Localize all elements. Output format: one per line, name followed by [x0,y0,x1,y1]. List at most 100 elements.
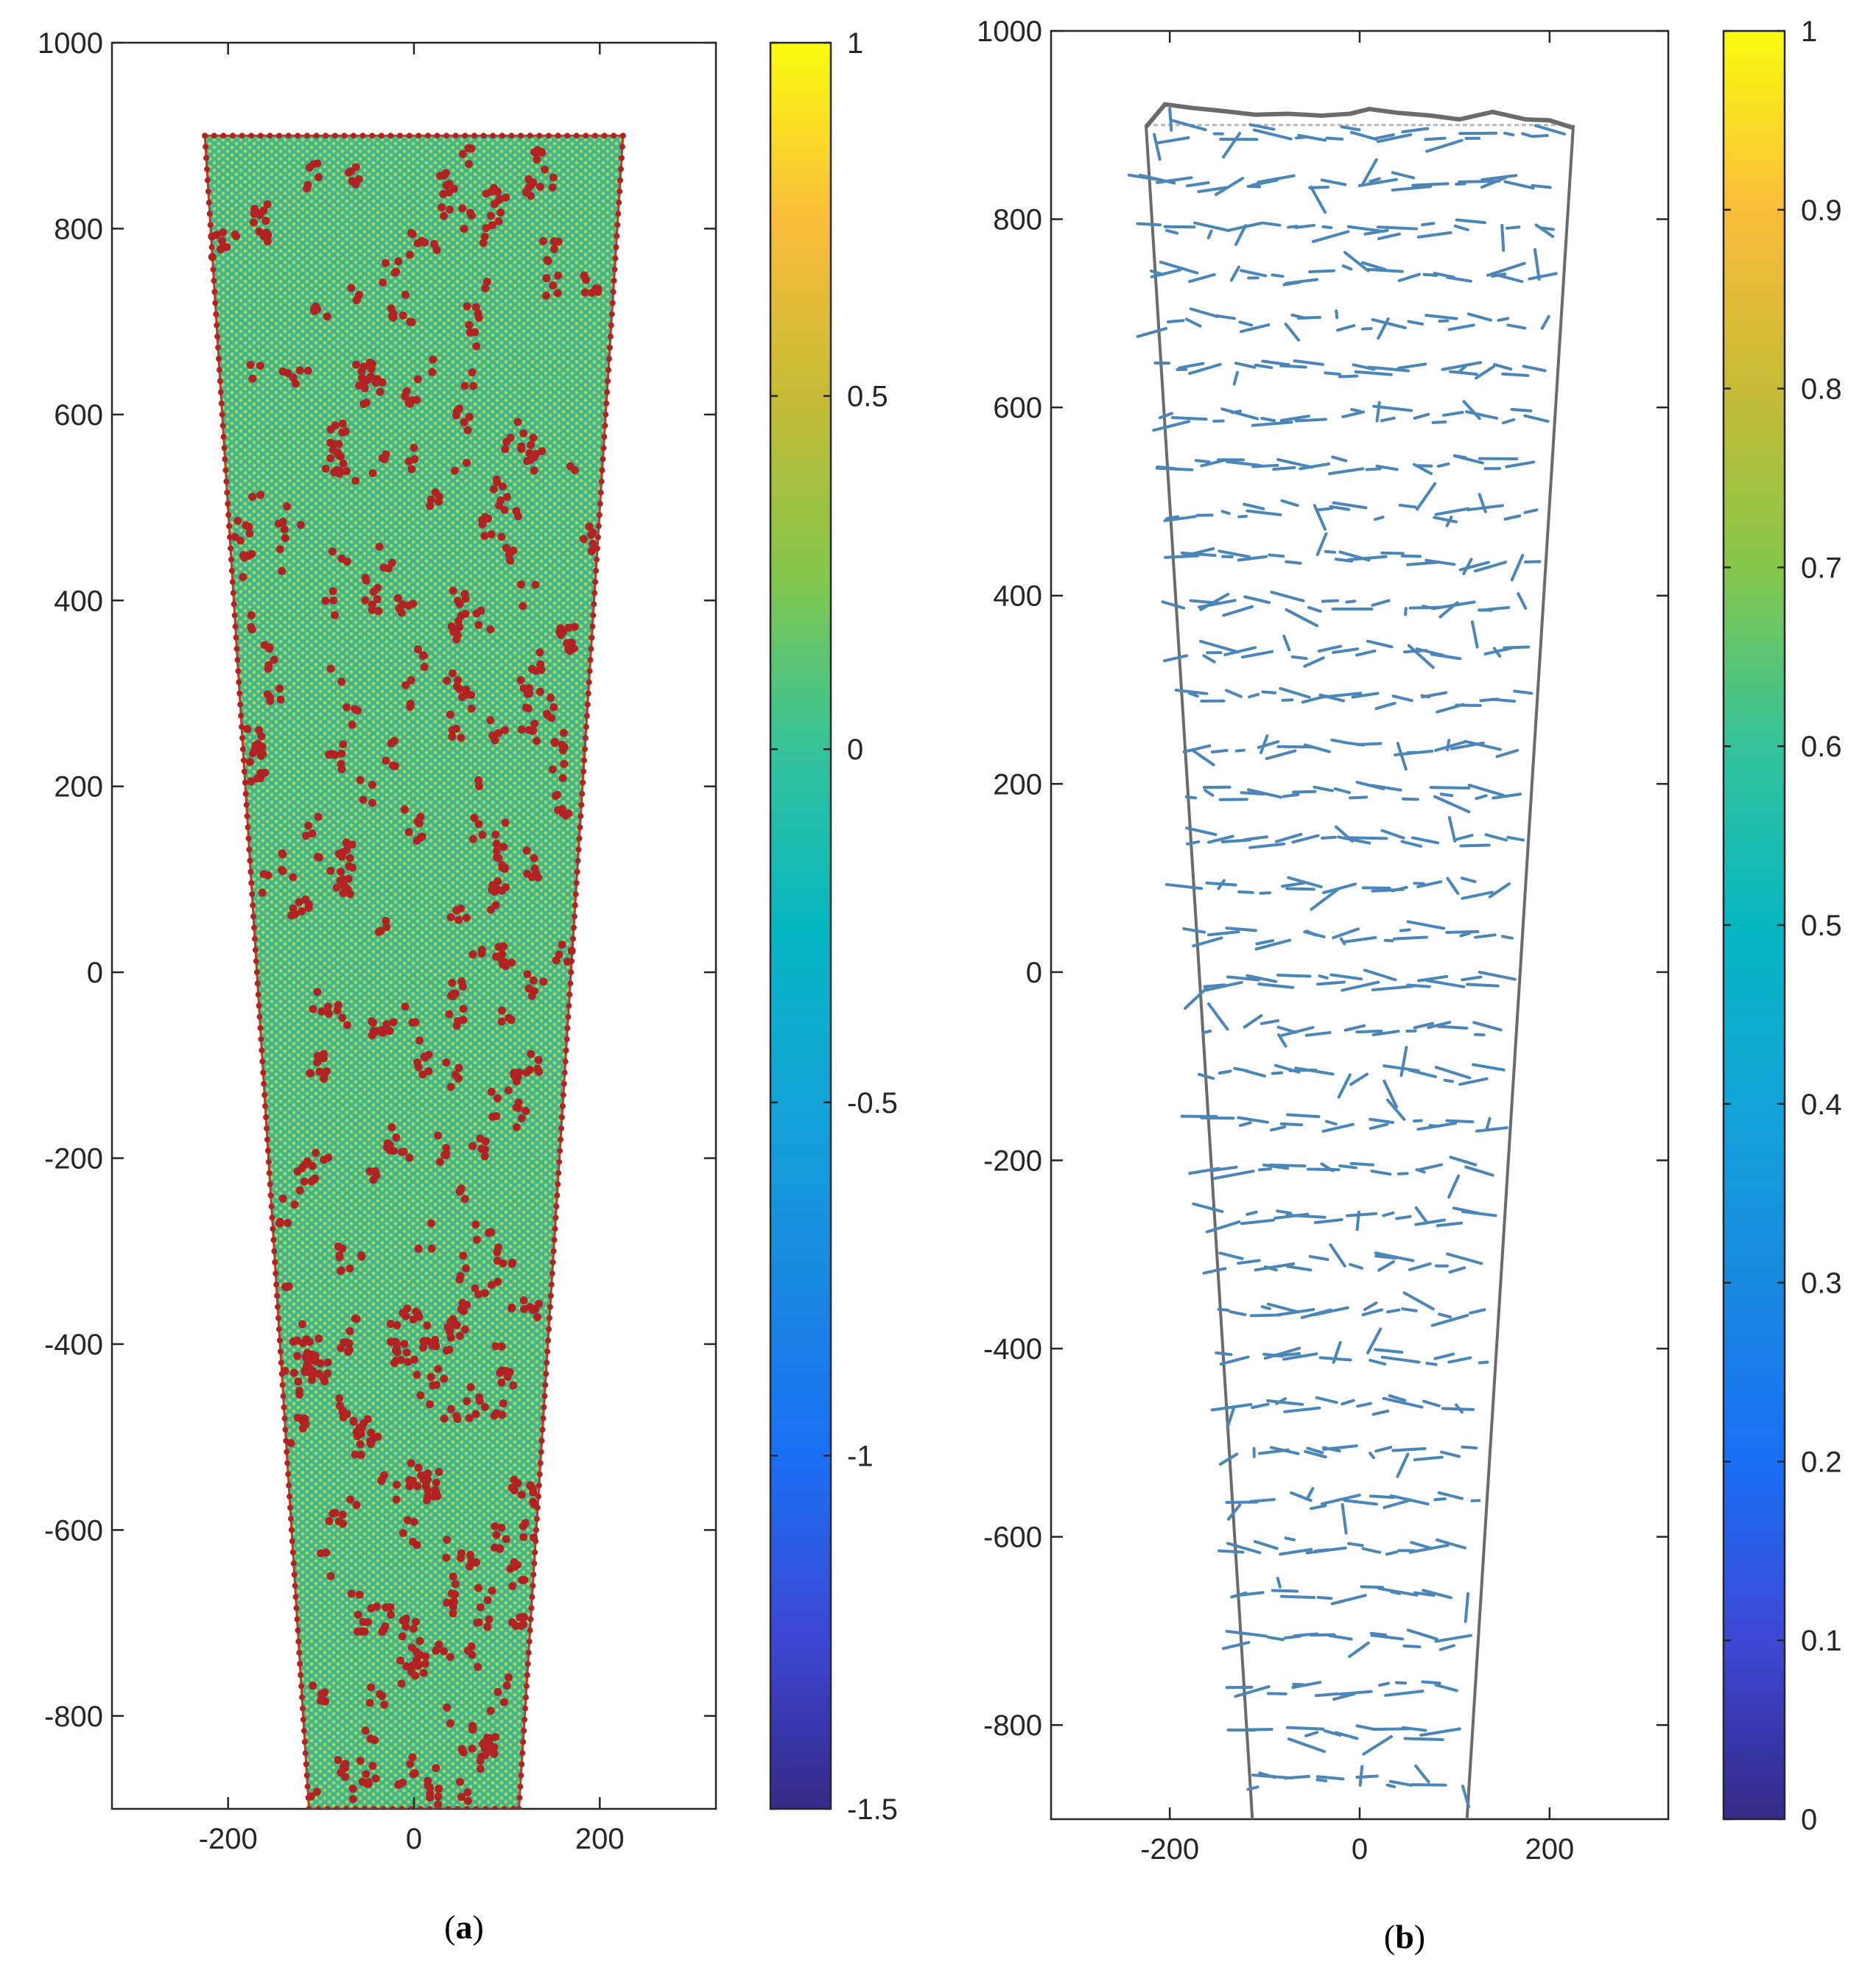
defect-particle [496,955,505,963]
defect-particle [496,195,504,203]
defect-particle [421,1660,429,1668]
edge-particle [619,144,625,150]
defect-particle [435,1793,443,1801]
defect-particle [472,1410,480,1418]
edge-particle [620,133,626,138]
edge-particle [263,1114,269,1120]
defect-particle [351,705,359,713]
defect-particle [432,488,440,496]
defect-particle [329,547,337,555]
defect-particle [335,1254,343,1262]
edge-particle [555,1181,561,1187]
y-tick-label: -400 [44,1329,103,1361]
quiver-arrow [1216,1353,1231,1354]
defect-particle [481,233,489,241]
defect-particle [427,1220,435,1228]
defect-particle [393,1496,401,1504]
defect-particle [522,703,530,711]
defect-particle [503,493,511,501]
defect-particle [474,1663,482,1671]
quiver-arrow [1187,797,1195,798]
edge-particle [542,1382,548,1388]
edge-particle [574,880,580,886]
edge-particle [415,133,421,138]
defect-particle [327,426,335,434]
edge-particle [564,1036,570,1042]
defect-particle [504,1373,512,1381]
edge-particle [239,724,245,730]
defect-particle [387,1123,396,1131]
defect-particle [379,278,387,287]
edge-particle [523,1695,529,1701]
edge-particle [222,456,228,462]
quiver-arrow [1248,186,1260,187]
edge-particle [290,1550,296,1556]
defect-particle [424,1067,432,1075]
quiver-arrow [1262,1307,1270,1309]
defect-particle [342,427,350,435]
defect-particle [525,985,533,993]
quiver-arrow [1165,556,1198,558]
edge-particle [315,1806,321,1812]
edge-particle [285,1472,291,1477]
edge-particle [379,133,384,138]
defect-particle [401,681,410,689]
edge-particle [239,133,245,138]
edge-particle [535,1505,541,1511]
defect-particle [399,312,407,320]
defect-particle [275,684,284,692]
defect-particle [307,1178,315,1186]
edge-particle [546,133,552,138]
defect-particle [502,544,510,552]
edge-particle [275,1304,281,1310]
edge-particle [617,177,623,183]
edge-particle [556,1159,562,1165]
defect-particle [519,1533,527,1541]
quiver-arrow [1414,883,1424,884]
quiver-arrow [1369,270,1402,272]
defect-particle [410,1356,418,1364]
edge-particle [616,200,622,205]
defect-particle [563,639,571,647]
quiver-arrow [1475,1035,1484,1036]
defect-particle [403,387,411,396]
defect-particle [279,518,287,526]
defect-particle [393,1348,401,1356]
edge-particle [240,746,246,752]
defect-particle [415,1313,424,1321]
defect-particle [452,725,460,733]
defect-particle [409,1753,417,1761]
edge-particle [528,1617,534,1623]
defect-particle [527,456,535,464]
defect-particle [449,669,457,678]
edge-particle [253,947,259,953]
defect-particle [463,302,471,310]
defect-particle [337,760,345,768]
defect-particle [432,1342,440,1350]
quiver-arrow [1382,553,1403,554]
defect-particle [283,502,291,510]
defect-particle [231,231,239,239]
edge-particle [550,1259,556,1265]
defect-particle [356,1591,364,1599]
quiver-arrow [1503,374,1528,376]
defect-particle [428,368,436,376]
defect-particle [399,1529,407,1537]
defect-particle [561,743,569,751]
defect-particle [334,1001,342,1009]
edge-particle [597,501,603,507]
edge-particle [545,1337,551,1343]
defect-particle [508,1582,516,1590]
defect-particle [508,1483,516,1491]
defect-particle [383,1020,391,1028]
edge-particle [253,958,259,964]
edge-particle [267,1181,273,1187]
defect-particle [331,1509,340,1517]
edge-particle [536,133,542,138]
defect-particle [505,551,513,559]
quiver-arrow [1347,1214,1376,1216]
edge-particle [519,1750,525,1756]
defect-particle [557,631,565,639]
edge-particle [287,1505,293,1511]
